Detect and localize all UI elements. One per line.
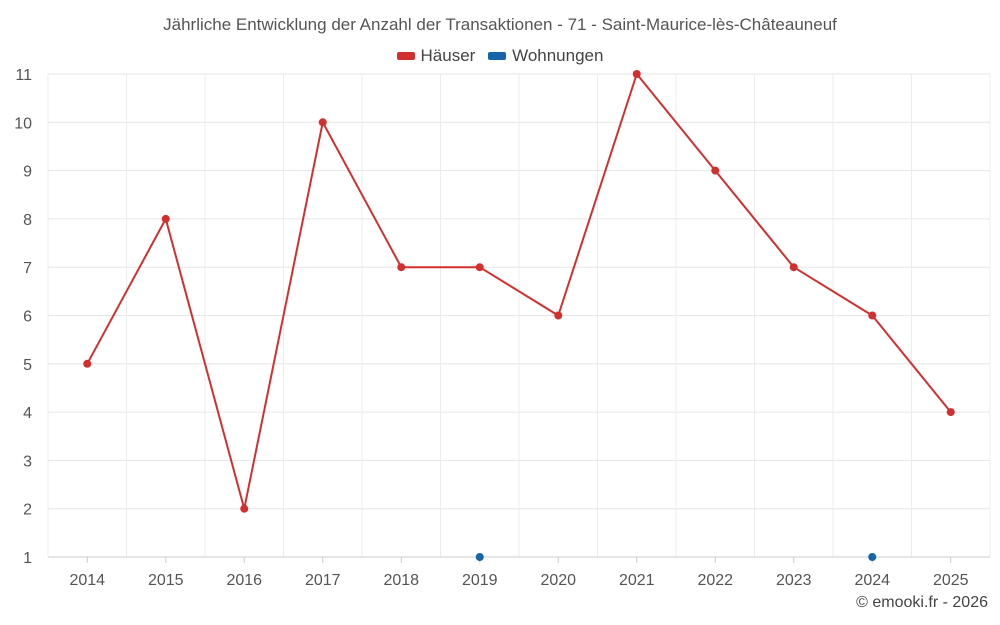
axes [48, 556, 990, 563]
legend-item-haeuser[interactable]: Häuser [396, 46, 476, 66]
series-line-haeuser [86, 73, 952, 510]
data-point-haeuser [632, 70, 641, 78]
y-tick-label: 7 [23, 260, 32, 277]
x-tick-label: 2016 [226, 572, 262, 589]
y-tick-label: 3 [23, 453, 32, 470]
x-tick-label: 2015 [148, 572, 184, 589]
data-point-haeuser [83, 359, 92, 368]
y-tick-labels: 1 2 3 4 5 6 7 8 9 10 11 [14, 67, 32, 567]
legend-label-haeuser: Häuser [420, 46, 476, 65]
data-point-haeuser [868, 311, 877, 320]
y-tick-label: 10 [14, 115, 32, 132]
legend-item-wohnungen[interactable]: Wohnungen [488, 46, 603, 66]
y-tick-label: 2 [23, 502, 32, 519]
series-layer [83, 70, 955, 561]
legend-label-wohnungen: Wohnungen [512, 46, 604, 65]
x-tick-label: 2024 [854, 572, 890, 589]
data-point-haeuser [554, 311, 563, 320]
data-point-haeuser [789, 263, 798, 272]
y-tick-label: 8 [23, 212, 32, 229]
data-point-haeuser [240, 504, 249, 513]
data-point-haeuser [475, 263, 484, 272]
legend: Häuser Wohnungen [0, 45, 1000, 66]
y-tick-label: 11 [15, 67, 32, 84]
x-tick-label: 2014 [69, 572, 105, 589]
data-point-haeuser [946, 408, 955, 417]
x-tick-label: 2022 [697, 572, 733, 589]
data-point-haeuser [397, 263, 406, 272]
x-tick-label: 2017 [305, 572, 341, 589]
data-point-wohnungen [868, 553, 877, 561]
x-tick-label: 2023 [776, 572, 812, 589]
x-tick-label: 2019 [462, 572, 498, 589]
x-tick-label: 2025 [933, 572, 969, 589]
x-tick-label: 2018 [383, 572, 419, 589]
x-tick-label: 2021 [619, 572, 655, 589]
data-point-haeuser [161, 214, 170, 223]
data-point-haeuser [318, 118, 327, 127]
data-point-haeuser [711, 166, 720, 175]
y-tick-label: 1 [23, 550, 32, 567]
data-point-wohnungen [475, 553, 484, 561]
grid [47, 73, 991, 557]
y-tick-label: 4 [23, 405, 32, 422]
legend-swatch-wohnungen [488, 52, 507, 60]
chart-title: Jährliche Entwicklung der Anzahl der Tra… [163, 15, 837, 34]
x-tick-labels: 2014 2015 2016 2017 2018 2019 2020 2021 2022 2023… [69, 572, 968, 589]
y-tick-label: 5 [23, 357, 32, 374]
legend-swatch-haeuser [396, 52, 415, 60]
y-tick-label: 6 [23, 309, 32, 326]
credit-text: © emooki.fr - 2026 [856, 594, 988, 611]
y-tick-label: 9 [23, 164, 32, 181]
x-tick-label: 2020 [540, 572, 576, 589]
